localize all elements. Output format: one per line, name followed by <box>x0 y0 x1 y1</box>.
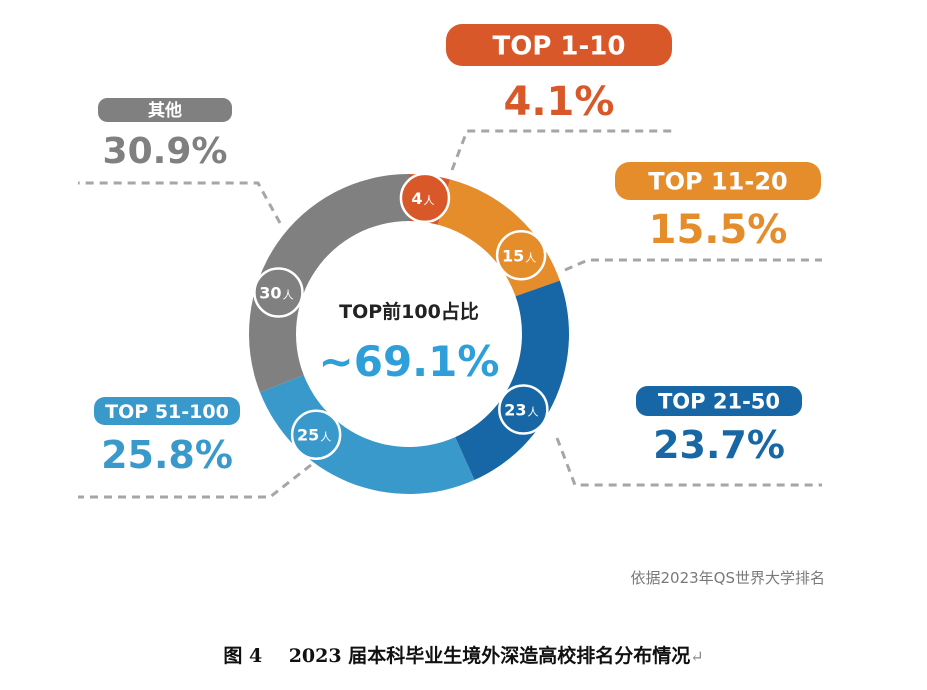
label-percent: 23.7% <box>653 423 785 467</box>
slice-label: TOP 21-50 23.7% <box>636 386 802 467</box>
figure-caption: 图 4 2023 届本科毕业生境外深造高校排名分布情况↵ <box>0 641 927 668</box>
count-badge: 30人 <box>253 267 304 318</box>
count-badge: 25人 <box>290 409 342 460</box>
label-percent: 25.8% <box>101 433 233 477</box>
leader-line <box>78 463 312 499</box>
donut-segment <box>248 174 409 393</box>
leader-line <box>78 181 282 224</box>
center-title: TOP前100占比 <box>339 300 479 323</box>
label-pill <box>446 24 672 66</box>
badge-unit: 人 <box>283 289 294 302</box>
label-range: TOP 1-10 <box>492 31 625 61</box>
leader-line <box>564 258 822 272</box>
label-range: TOP 11-20 <box>648 168 787 196</box>
donut-segment <box>437 179 560 297</box>
slice-labels: TOP 1-10 4.1% TOP 11-20 15.5% TOP 21-50 23.7%… <box>94 24 821 477</box>
label-pill <box>615 162 821 200</box>
label-pill <box>94 397 240 425</box>
figure-title: 2023 届本科毕业生境外深造高校排名分布情况 <box>288 645 691 667</box>
leader-lines <box>78 129 822 499</box>
center-value: ~69.1% <box>319 337 500 386</box>
label-pill <box>636 386 802 416</box>
donut-segment <box>259 375 475 494</box>
label-percent: 4.1% <box>504 79 615 125</box>
slice-label: TOP 1-10 4.1% <box>446 24 672 125</box>
figure-number: 图 4 <box>223 645 263 667</box>
slice-label: TOP 51-100 25.8% <box>94 397 240 477</box>
badge-count: 23人 <box>504 400 538 419</box>
badge-unit: 人 <box>527 405 538 418</box>
label-range: TOP 51-100 <box>105 401 229 423</box>
count-badges: 4人 15人 23人 25人 30人 <box>253 172 549 460</box>
badge-unit: 人 <box>424 194 435 207</box>
badge-circle <box>399 172 451 224</box>
badge-count: 4人 <box>411 189 434 208</box>
label-percent: 15.5% <box>649 207 788 253</box>
badge-circle <box>495 230 547 281</box>
label-percent: 30.9% <box>103 131 228 172</box>
count-badge: 15人 <box>495 230 547 281</box>
donut-segment <box>455 280 569 481</box>
label-pill <box>98 98 232 122</box>
return-mark-icon: ↵ <box>690 647 704 666</box>
badge-unit: 人 <box>320 431 331 444</box>
badge-count: 30人 <box>259 284 293 303</box>
badge-circle <box>253 267 304 318</box>
label-range: TOP 21-50 <box>658 390 780 414</box>
slice-label: TOP 11-20 15.5% <box>615 162 821 253</box>
label-range: 其他 <box>148 100 182 121</box>
badge-count: 15人 <box>502 246 536 265</box>
badge-circle <box>498 384 549 435</box>
count-badge: 4人 <box>399 172 451 224</box>
leader-line <box>555 437 822 487</box>
badge-count: 25人 <box>297 426 331 445</box>
badge-unit: 人 <box>525 251 536 264</box>
count-badge: 23人 <box>498 384 549 435</box>
badge-circle <box>290 409 342 460</box>
slice-label: 其他 30.9% <box>98 98 232 172</box>
source-note: 依据2023年QS世界大学排名 <box>630 569 825 587</box>
